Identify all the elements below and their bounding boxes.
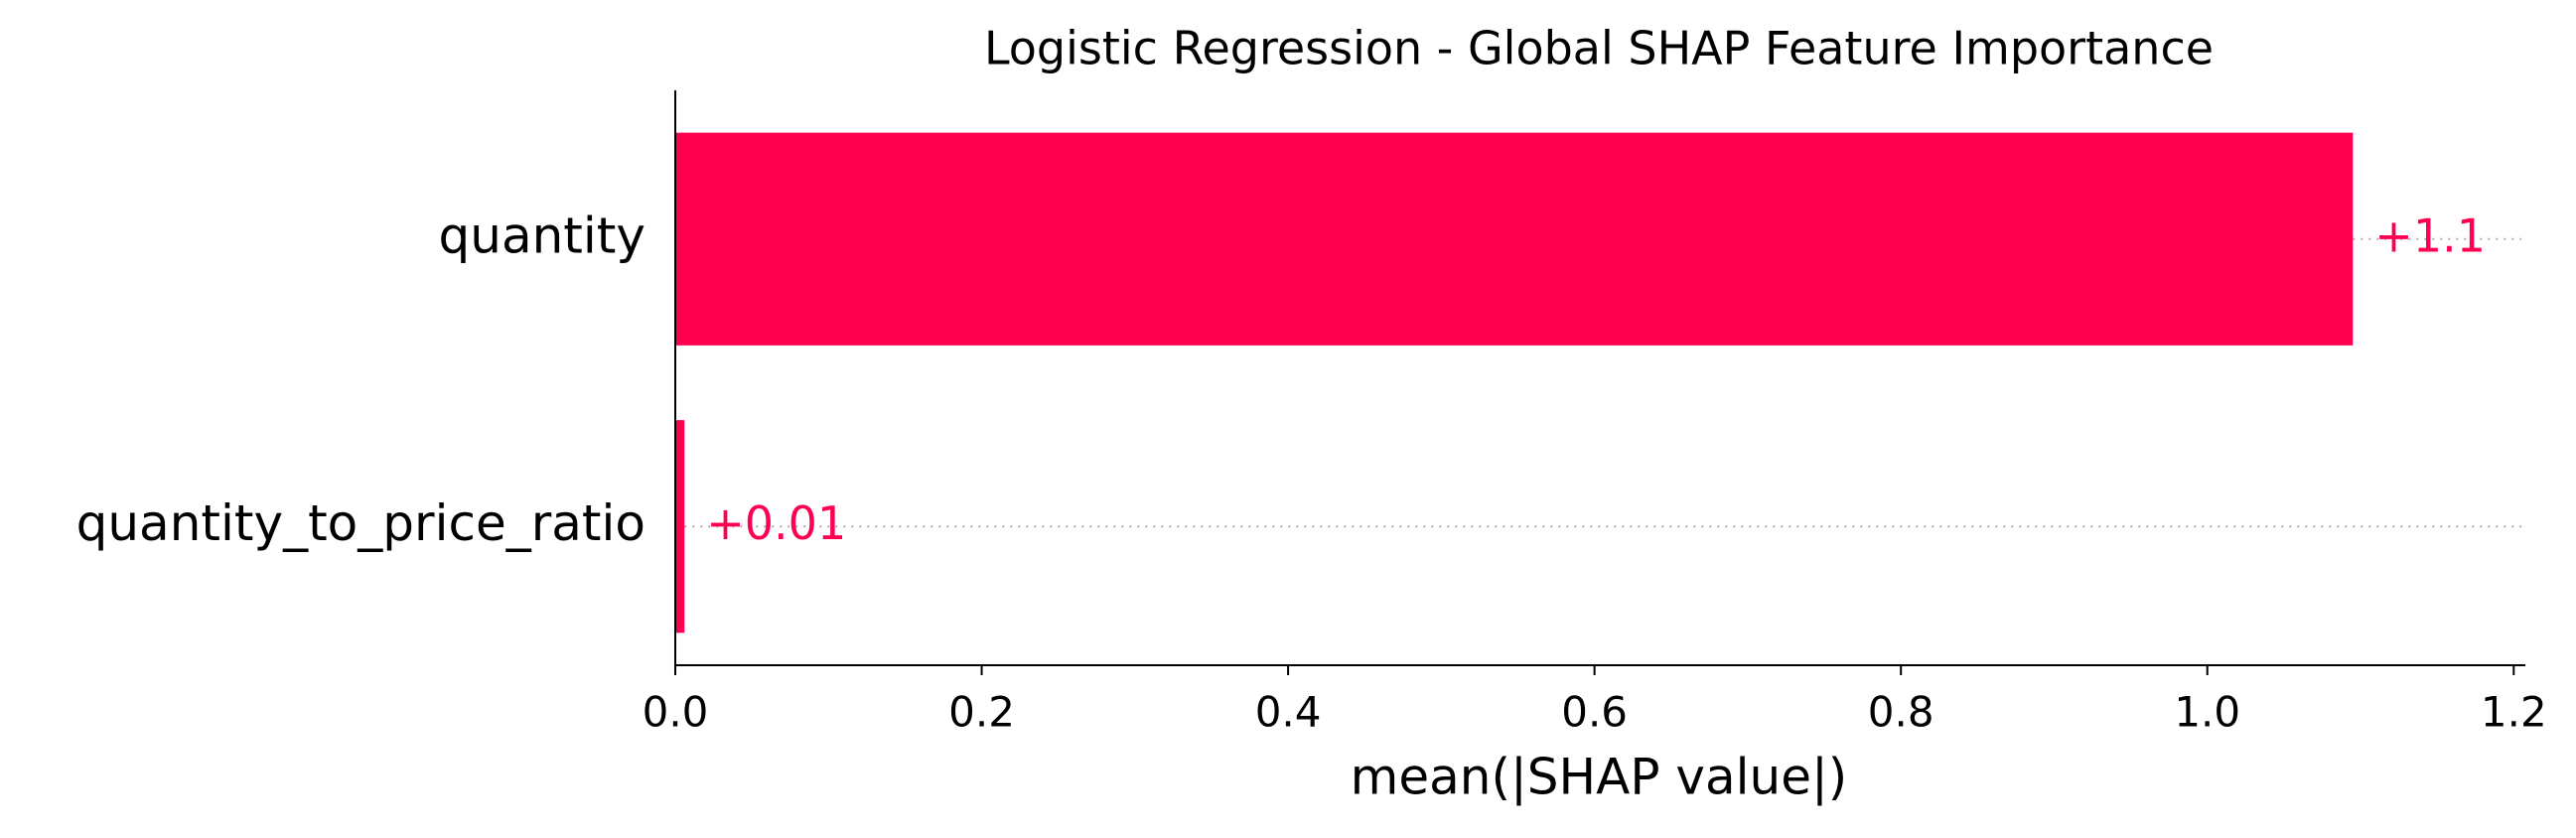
- value-label: +1.1: [2374, 209, 2486, 262]
- x-axis-label: mean(|SHAP value|): [1351, 749, 1848, 806]
- x-tick-label: 0.4: [1255, 688, 1322, 737]
- x-tick-label: 0.8: [1868, 688, 1934, 737]
- x-tick-label: 0.2: [948, 688, 1015, 737]
- x-tick-label: 1.0: [2174, 688, 2240, 737]
- value-label: +0.01: [706, 496, 846, 550]
- x-tick-label: 1.2: [2481, 688, 2547, 737]
- chart-title: Logistic Regression - Global SHAP Featur…: [984, 22, 2214, 75]
- y-tick-label: quantity: [439, 207, 645, 264]
- x-tick-label: 0.0: [643, 688, 709, 737]
- x-tick-label: 0.6: [1561, 688, 1628, 737]
- y-tick-label: quantity_to_price_ratio: [76, 494, 645, 552]
- bar: [675, 132, 2354, 346]
- bar: [675, 420, 685, 633]
